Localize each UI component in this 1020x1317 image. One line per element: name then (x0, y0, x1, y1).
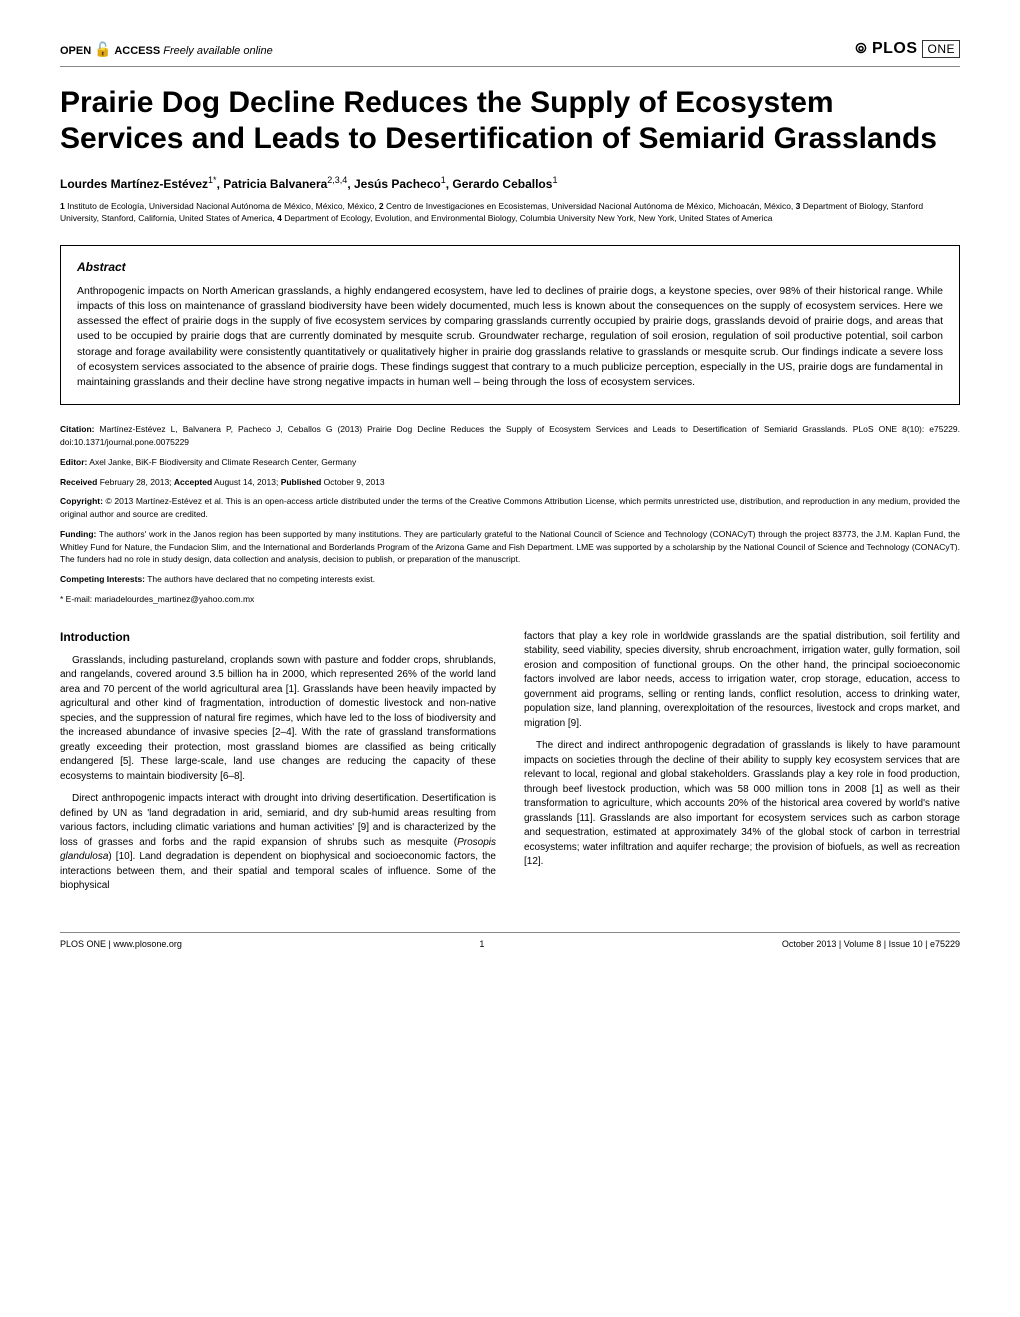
plos-logo-icon: ⦾ (855, 40, 867, 56)
affil-text-1: Instituto de Ecología, Universidad Nacio… (65, 201, 379, 211)
copyright-line: Copyright: © 2013 Martínez-Estévez et al… (60, 495, 960, 521)
p2-part-a: Direct anthropogenic impacts interact wi… (60, 793, 496, 848)
funding-line: Funding: The authors' work in the Janos … (60, 528, 960, 566)
citation-text: Martínez-Estévez L, Balvanera P, Pacheco… (60, 424, 960, 447)
author-1-sup: 1* (208, 175, 217, 185)
email-line: * E-mail: mariadelourdes_martinez@yahoo.… (60, 593, 960, 606)
abstract-box: Abstract Anthropogenic impacts on North … (60, 245, 960, 406)
journal-logo: ⦾ PLOS ONE (855, 40, 960, 58)
intro-p1: Grasslands, including pastureland, cropl… (60, 654, 496, 785)
page-header: OPEN 🔓 ACCESS Freely available online ⦾ … (60, 40, 960, 67)
funding-text: The authors' work in the Janos region ha… (60, 529, 960, 565)
column-left: Introduction Grasslands, including pastu… (60, 630, 496, 902)
funding-label: Funding: (60, 529, 96, 539)
footer-right: October 2013 | Volume 8 | Issue 10 | e75… (782, 939, 960, 949)
plos-text: PLOS (872, 40, 918, 57)
footer-left: PLOS ONE | www.plosone.org (60, 939, 182, 949)
author-1: Lourdes Martínez-Estévez (60, 177, 208, 191)
author-2-sup: 2,3,4 (327, 175, 347, 185)
copyright-label: Copyright: (60, 496, 103, 506)
affil-text-2: Centro de Investigaciones en Ecosistemas… (384, 201, 796, 211)
access-label: ACCESS (114, 45, 160, 57)
copyright-text: © 2013 Martínez-Estévez et al. This is a… (60, 496, 960, 519)
footer-center: 1 (479, 939, 484, 949)
p2-part-b: ) [10]. Land degradation is dependent on… (60, 851, 496, 891)
dates-line: Received February 28, 2013; Accepted Aug… (60, 476, 960, 489)
citation-label: Citation: (60, 424, 94, 434)
intro-p2: Direct anthropogenic impacts interact wi… (60, 792, 496, 894)
author-list: Lourdes Martínez-Estévez1*, Patricia Bal… (60, 175, 960, 191)
abstract-text: Anthropogenic impacts on North American … (77, 284, 943, 391)
lock-open-icon: 🔓 (94, 41, 111, 57)
published-text: October 9, 2013 (321, 477, 384, 487)
email-text: mariadelourdes_martinez@yahoo.com.mx (94, 594, 254, 604)
author-4: , Gerardo Ceballos (446, 177, 553, 191)
page-footer: PLOS ONE | www.plosone.org 1 October 201… (60, 932, 960, 949)
introduction-heading: Introduction (60, 630, 496, 644)
abstract-heading: Abstract (77, 260, 943, 274)
published-label: Published (281, 477, 322, 487)
author-3: , Jesús Pacheco (347, 177, 440, 191)
affil-text-4: Department of Ecology, Evolution, and En… (282, 213, 773, 223)
body-columns: Introduction Grasslands, including pastu… (60, 630, 960, 902)
intro-p3: factors that play a key role in worldwid… (524, 630, 960, 732)
one-text: ONE (922, 40, 960, 58)
received-text: February 28, 2013; (97, 477, 174, 487)
editor-text: Axel Janke, BiK-F Biodiversity and Clima… (87, 457, 356, 467)
open-access-label: OPEN 🔓 ACCESS Freely available online (60, 41, 273, 58)
competing-label: Competing Interests: (60, 574, 145, 584)
author-2: , Patricia Balvanera (217, 177, 328, 191)
accepted-text: August 14, 2013; (212, 477, 281, 487)
author-4-sup: 1 (552, 175, 557, 185)
competing-line: Competing Interests: The authors have de… (60, 573, 960, 586)
accepted-label: Accepted (174, 477, 212, 487)
citation-line: Citation: Martínez-Estévez L, Balvanera … (60, 423, 960, 449)
open-label: OPEN (60, 45, 91, 57)
intro-p4: The direct and indirect anthropogenic de… (524, 739, 960, 870)
received-label: Received (60, 477, 97, 487)
competing-text: The authors have declared that no compet… (145, 574, 375, 584)
affiliations: 1 Instituto de Ecología, Universidad Nac… (60, 201, 960, 225)
article-title: Prairie Dog Decline Reduces the Supply o… (60, 85, 960, 157)
freely-label: Freely available online (163, 45, 272, 57)
email-label: * E-mail: (60, 594, 94, 604)
editor-label: Editor: (60, 457, 87, 467)
column-right: factors that play a key role in worldwid… (524, 630, 960, 902)
editor-line: Editor: Axel Janke, BiK-F Biodiversity a… (60, 456, 960, 469)
article-meta: Citation: Martínez-Estévez L, Balvanera … (60, 423, 960, 605)
